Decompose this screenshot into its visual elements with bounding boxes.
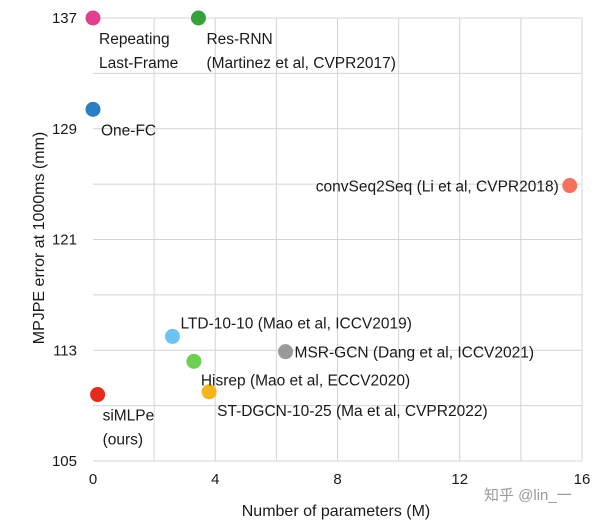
data-label: Repeating bbox=[99, 31, 170, 48]
x-tick-label: 16 bbox=[574, 471, 591, 488]
data-point bbox=[85, 10, 101, 26]
x-axis-title: Number of parameters (M) bbox=[242, 503, 431, 520]
data-label: (Martinez et al, CVPR2017) bbox=[206, 55, 396, 72]
grid-lines bbox=[93, 17, 583, 462]
data-label: LTD-10-10 (Mao et al, ICCV2019) bbox=[180, 315, 411, 332]
data-label: (ours) bbox=[103, 432, 143, 449]
data-point bbox=[164, 328, 180, 344]
data-label: ST-DGCN-10-25 (Ma et al, CVPR2022) bbox=[217, 403, 487, 420]
data-label: One-FC bbox=[101, 122, 156, 139]
x-tick-label: 0 bbox=[89, 471, 97, 488]
data-point bbox=[190, 10, 206, 26]
data-label: Last-Frame bbox=[99, 55, 178, 72]
data-label: MSR-GCN (Dang et al, ICCV2021) bbox=[295, 345, 534, 362]
data-point bbox=[186, 353, 202, 369]
data-labels: Repeating Last-Frame Res-RNN (Martinez et a… bbox=[99, 31, 559, 449]
data-point bbox=[201, 384, 217, 400]
x-tick-label: 8 bbox=[333, 471, 341, 488]
axis-ticks: 105 113 121 129 137 0 4 8 12 16 bbox=[52, 10, 590, 488]
data-label: Res-RNN bbox=[206, 31, 272, 48]
data-label: Hisrep (Mao et al, ECCV2020) bbox=[201, 372, 410, 389]
data-point bbox=[85, 101, 101, 117]
data-point bbox=[562, 178, 578, 194]
data-label: siMLPe bbox=[103, 408, 155, 425]
y-tick-label: 113 bbox=[53, 342, 77, 359]
data-point bbox=[90, 387, 106, 403]
y-axis-title: MPJPE error at 1000ms (mm) bbox=[31, 132, 48, 344]
data-points bbox=[85, 10, 578, 403]
y-tick-label: 137 bbox=[52, 10, 77, 27]
y-tick-label: 105 bbox=[52, 453, 77, 470]
data-label: convSeq2Seq (Li et al, CVPR2018) bbox=[316, 179, 559, 196]
data-point bbox=[278, 344, 294, 360]
watermark-text: 知乎 @lin_一 bbox=[484, 487, 572, 504]
x-tick-label: 12 bbox=[451, 471, 468, 488]
y-tick-label: 129 bbox=[52, 121, 77, 138]
x-tick-label: 4 bbox=[211, 471, 219, 488]
y-tick-label: 121 bbox=[52, 232, 77, 249]
